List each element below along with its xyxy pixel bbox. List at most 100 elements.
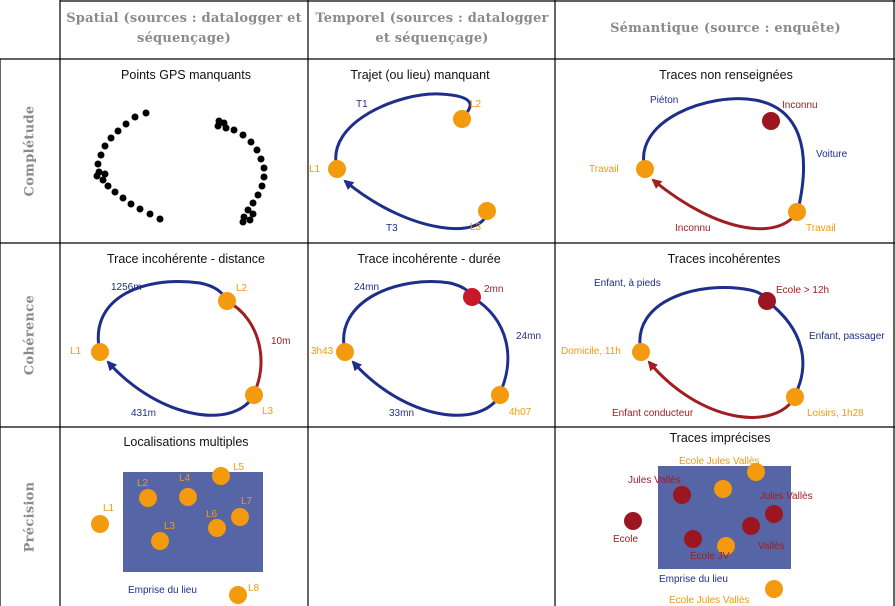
cell-title: Trace incohérente - distance	[107, 252, 265, 266]
place-loisirs	[786, 388, 804, 406]
label-l1: L1	[309, 164, 321, 175]
place-l1	[91, 343, 109, 361]
place-inconnu	[762, 112, 780, 130]
label-l3: L3	[164, 521, 176, 532]
route-inconnu	[651, 178, 799, 231]
cell-title: Trajet (ou lieu) manquant	[350, 68, 490, 82]
route-enfant-conducteur	[647, 360, 797, 419]
label-l3: L3	[262, 406, 274, 417]
place-ecole-jules-valles-bottom	[765, 580, 783, 598]
place-travail-left	[636, 160, 654, 178]
label-inconnu-bottom: Inconnu	[675, 223, 711, 234]
route-t1	[334, 92, 472, 169]
route-24mn-b	[471, 295, 510, 394]
label-enfant-passager: Enfant, passager	[809, 331, 885, 342]
label-jules-valles-right: Jules Vallès	[760, 491, 813, 502]
place-ecole-jules-valles-top	[747, 463, 765, 481]
place-l7	[231, 508, 249, 526]
route-24mn-a	[342, 280, 474, 353]
route-431m	[106, 360, 256, 417]
label-l2: L2	[137, 478, 149, 489]
label-l6: L6	[206, 509, 218, 520]
place-l6	[208, 519, 226, 537]
label-pieton: Piéton	[650, 95, 678, 106]
label-jules-valles-left: Jules Vallès	[628, 475, 681, 486]
label-l1: L1	[103, 503, 115, 514]
label-l5: L5	[233, 462, 245, 473]
place-domicile	[632, 343, 650, 361]
place-l3	[478, 202, 496, 220]
place-ecole-jv	[684, 530, 702, 548]
label-ecole: Ecole	[613, 534, 638, 545]
place-travail-right	[788, 203, 806, 221]
label-10m: 10m	[271, 336, 290, 347]
header-temporel: Temporel (sources : datalogger et séquen…	[315, 11, 549, 46]
place-valles	[742, 517, 760, 535]
cell-title: Traces non renseignées	[659, 68, 793, 82]
cell-temporel-coherence: Trace incohérente - durée 24mn 2mn 24mn …	[311, 252, 541, 419]
route-10m	[226, 299, 263, 394]
label-t1: T1	[356, 99, 368, 110]
route-enfant-pieds	[638, 286, 769, 353]
header-spatial: Spatial (sources : datalogger et séquenç…	[66, 11, 302, 46]
place-jules-valles-left	[673, 486, 691, 504]
place-l3	[151, 532, 169, 550]
gps-points-left	[93, 109, 164, 223]
label-ecole-jules-valles-bottom: Ecole Jules Vallès	[669, 595, 749, 606]
label-l7: L7	[241, 496, 253, 507]
label-valles: Vallès	[758, 541, 785, 552]
label-domicile: Domicile, 11h	[561, 346, 621, 357]
place-2mn	[463, 288, 481, 306]
place-jules-valles-right	[765, 505, 783, 523]
header-semantique: Sémantique (source : enquête)	[610, 21, 841, 36]
place-l4	[179, 488, 197, 506]
cell-temporel-completude: Trajet (ou lieu) manquant T1 L2 L1 T3 L3	[309, 68, 496, 234]
cell-title: Traces imprécises	[670, 431, 771, 445]
place-l2	[453, 110, 471, 128]
cell-title: Points GPS manquants	[121, 68, 251, 82]
label-l2: L2	[236, 283, 248, 294]
cell-title: Trace incohérente - durée	[357, 252, 500, 266]
place-l2	[218, 292, 236, 310]
gps-points-right	[214, 117, 268, 226]
cell-semantique-coherence: Traces incohérentes Enfant, à pieds Ecol…	[561, 252, 885, 419]
cell-title: Localisations multiples	[123, 435, 248, 449]
place-ecole	[758, 292, 776, 310]
place-3h43	[336, 343, 354, 361]
label-t3: T3	[386, 223, 398, 234]
cell-semantique-completude: Traces non renseignées Piéton Inconnu Vo…	[589, 68, 848, 234]
label-voiture: Voiture	[816, 149, 848, 160]
place-orange-mid2	[717, 537, 735, 555]
cell-title: Traces incohérentes	[668, 252, 781, 266]
cell-semantique-precision: Traces imprécises Ecole Jules Vallès Jul…	[613, 431, 813, 606]
cell-spatial-coherence: Trace incohérente - distance 1256m L2 10…	[70, 252, 290, 419]
cell-spatial-completude: Points GPS manquants	[93, 68, 268, 226]
place-l5	[212, 467, 230, 485]
cell-spatial-precision: Localisations multiples L5 L2 L4 L7 L1 L…	[91, 435, 263, 604]
label-travail-left: Travail	[589, 164, 619, 175]
route-33mn	[351, 360, 502, 417]
label-ecole-jv: Ecole JV	[690, 551, 730, 562]
place-orange-mid	[714, 480, 732, 498]
place-4h07	[491, 386, 509, 404]
place-l3	[245, 386, 263, 404]
label-l1: L1	[70, 346, 82, 357]
label-3h43: 3h43	[311, 346, 334, 357]
label-emprise: Emprise du lieu	[659, 574, 728, 585]
label-emprise: Emprise du lieu	[128, 585, 197, 596]
label-431m: 431m	[131, 408, 156, 419]
label-l8: L8	[248, 583, 260, 594]
label-2mn: 2mn	[484, 284, 503, 295]
label-4h07: 4h07	[509, 407, 532, 418]
route-1256m	[96, 280, 229, 353]
label-travail-right: Travail	[806, 223, 836, 234]
label-l4: L4	[179, 473, 191, 484]
place-l2	[139, 489, 157, 507]
label-1256m: 1256m	[111, 282, 142, 293]
label-33mn: 33mn	[389, 408, 414, 419]
route-enfant-passager	[766, 299, 805, 396]
label-enfant-pieds: Enfant, à pieds	[594, 278, 661, 289]
label-loisirs: Loisirs, 1h28	[807, 408, 864, 419]
